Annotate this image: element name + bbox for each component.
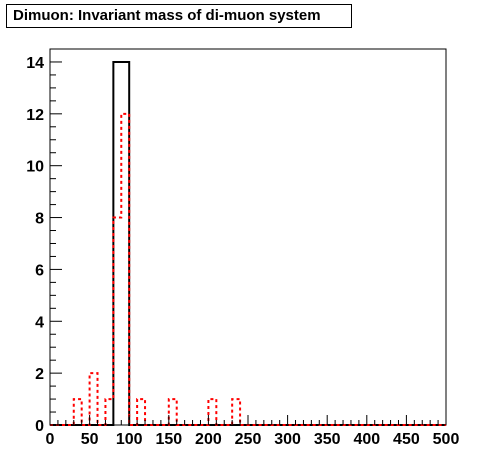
y-tick-label: 0: [35, 418, 44, 435]
x-tick-label: 100: [116, 431, 143, 448]
y-tick-label: 8: [35, 211, 44, 228]
y-tick-label: 12: [26, 107, 44, 124]
series-0-histogram-line: [50, 60, 446, 426]
series-1-bin-6: [169, 399, 177, 425]
axis-layer: 0 50 100 150 200 250 300 350 400 450 500 0 2 4 6 8 10 12 1…: [26, 48, 460, 448]
x-tick-label: 150: [155, 431, 182, 448]
series-1-bin-2: [105, 399, 113, 425]
x-tick-label: 200: [195, 431, 222, 448]
series-layer: [50, 60, 446, 426]
series-1-bin-1: [90, 373, 98, 425]
series-1-histogram-line: [50, 112, 446, 426]
series-1-bin-4: [121, 114, 129, 425]
x-tick-label: 250: [235, 431, 262, 448]
x-tick-label: 50: [81, 431, 99, 448]
x-tick-label: 400: [353, 431, 380, 448]
series-1-bin-0: [74, 399, 82, 425]
series-1-bin-5: [137, 399, 145, 425]
series-1-bin-7: [208, 399, 216, 425]
x-tick-label: 500: [433, 431, 460, 448]
y-tick-label: 6: [35, 262, 44, 279]
plot-frame: [49, 48, 447, 426]
x-tick-label: 450: [393, 431, 420, 448]
y-tick-label: 10: [26, 159, 44, 176]
x-tick-label: 350: [314, 431, 341, 448]
x-tick-label: 0: [46, 431, 55, 448]
series-0-bin-0: [113, 62, 121, 425]
y-tick-label: 14: [26, 55, 44, 72]
chart-title: Dimuon: Invariant mass of di-muon system: [6, 4, 352, 28]
y-tick-label: 4: [35, 314, 44, 331]
series-1-bin-8: [232, 399, 240, 425]
x-tick-label: 300: [274, 431, 301, 448]
series-0-bin-1: [121, 62, 129, 425]
series-1-bin-3: [113, 218, 121, 425]
y-tick-label: 2: [35, 366, 44, 383]
